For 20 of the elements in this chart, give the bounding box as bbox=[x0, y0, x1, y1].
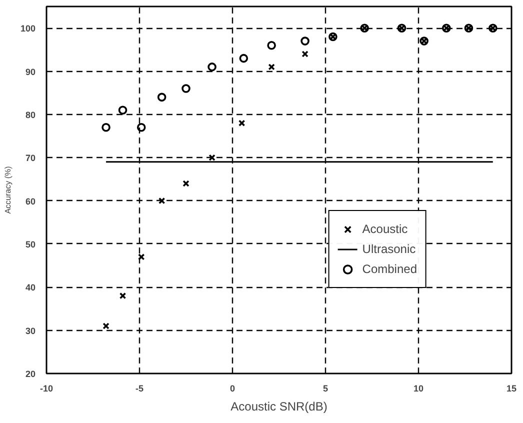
y-tick-label: 30 bbox=[25, 326, 36, 336]
y-tick-label: 80 bbox=[25, 110, 36, 120]
x-tick-label: -10 bbox=[40, 384, 54, 394]
x-axis-title: Acoustic SNR(dB) bbox=[230, 400, 328, 414]
x-tick-label: -5 bbox=[136, 384, 144, 394]
y-tick-label: 50 bbox=[25, 239, 36, 250]
y-axis-title: Accuracy (%) bbox=[3, 166, 12, 214]
x-tick-label: 5 bbox=[322, 384, 328, 394]
legend-label: Ultrasonic bbox=[362, 242, 416, 256]
y-tick-label: 20 bbox=[25, 369, 36, 379]
x-tick-label: 10 bbox=[413, 384, 424, 394]
y-tick-label: 70 bbox=[25, 153, 36, 164]
x-tick-label: 15 bbox=[506, 384, 517, 394]
y-tick-label: 40 bbox=[25, 282, 36, 293]
y-tick-label: 100 bbox=[20, 24, 36, 34]
legend-label: Acoustic bbox=[362, 222, 408, 236]
x-tick-label: 0 bbox=[230, 384, 236, 394]
legend-label: Combined bbox=[362, 262, 417, 276]
y-tick-label: 90 bbox=[25, 66, 36, 77]
y-tick-label: 60 bbox=[25, 196, 36, 206]
